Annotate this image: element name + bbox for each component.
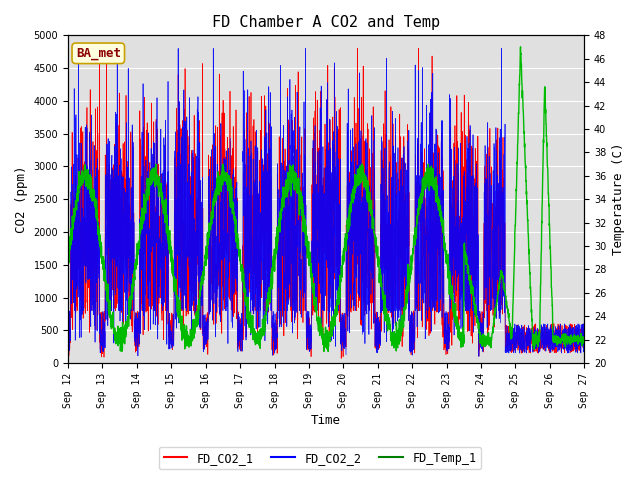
Y-axis label: CO2 (ppm): CO2 (ppm) — [15, 166, 28, 233]
X-axis label: Time: Time — [311, 414, 341, 427]
Title: FD Chamber A CO2 and Temp: FD Chamber A CO2 and Temp — [212, 15, 440, 30]
Text: BA_met: BA_met — [76, 47, 121, 60]
Legend: FD_CO2_1, FD_CO2_2, FD_Temp_1: FD_CO2_1, FD_CO2_2, FD_Temp_1 — [159, 447, 481, 469]
Y-axis label: Temperature (C): Temperature (C) — [612, 143, 625, 255]
